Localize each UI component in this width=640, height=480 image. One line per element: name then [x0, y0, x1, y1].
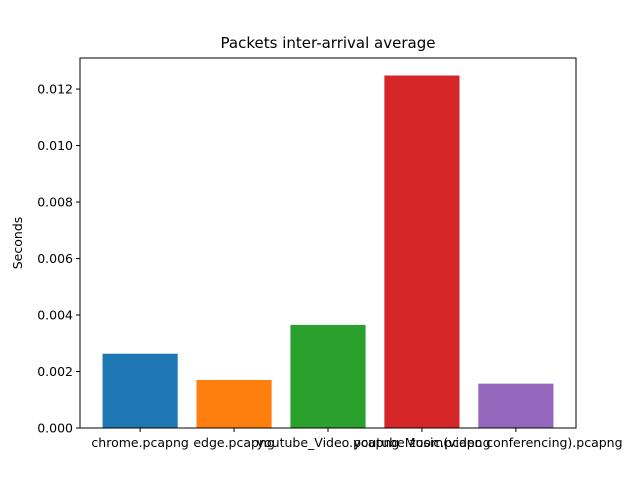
chart-title: Packets inter-arrival average: [221, 34, 436, 52]
x-tick-label: youtubeMusic.pcapng: [353, 435, 490, 450]
bar-0: [102, 353, 178, 428]
x-tick-label: zoom(video conferencing).pcapng: [409, 435, 622, 450]
y-tick-label: 0.006: [37, 251, 73, 266]
bars-group: [102, 75, 554, 429]
y-tick-label: 0.012: [37, 82, 73, 97]
bar-4: [478, 383, 554, 428]
y-tick-label: 0.008: [37, 195, 73, 210]
y-tick-label: 0.000: [37, 421, 73, 436]
y-axis-label: Seconds: [10, 217, 25, 270]
x-tick-label: youtube_Video.pcapng: [257, 435, 400, 450]
x-axis: chrome.pcapng edge.pcapngyoutube_Video.pc…: [91, 428, 623, 450]
x-tick-label: chrome.pcapng: [91, 435, 188, 450]
bar-3: [384, 75, 460, 429]
plot-frame: [79, 57, 577, 429]
y-tick-label: 0.002: [37, 364, 73, 379]
x-tick-label: edge.pcapng: [193, 435, 274, 450]
bar-1: [196, 379, 272, 428]
y-tick-label: 0.004: [37, 308, 73, 323]
bar-2: [290, 324, 366, 428]
y-tick-label: 0.010: [37, 138, 73, 153]
y-axis: 0.000 0.002 0.004 0.006 0.008 0.010 0.012: [37, 82, 80, 436]
